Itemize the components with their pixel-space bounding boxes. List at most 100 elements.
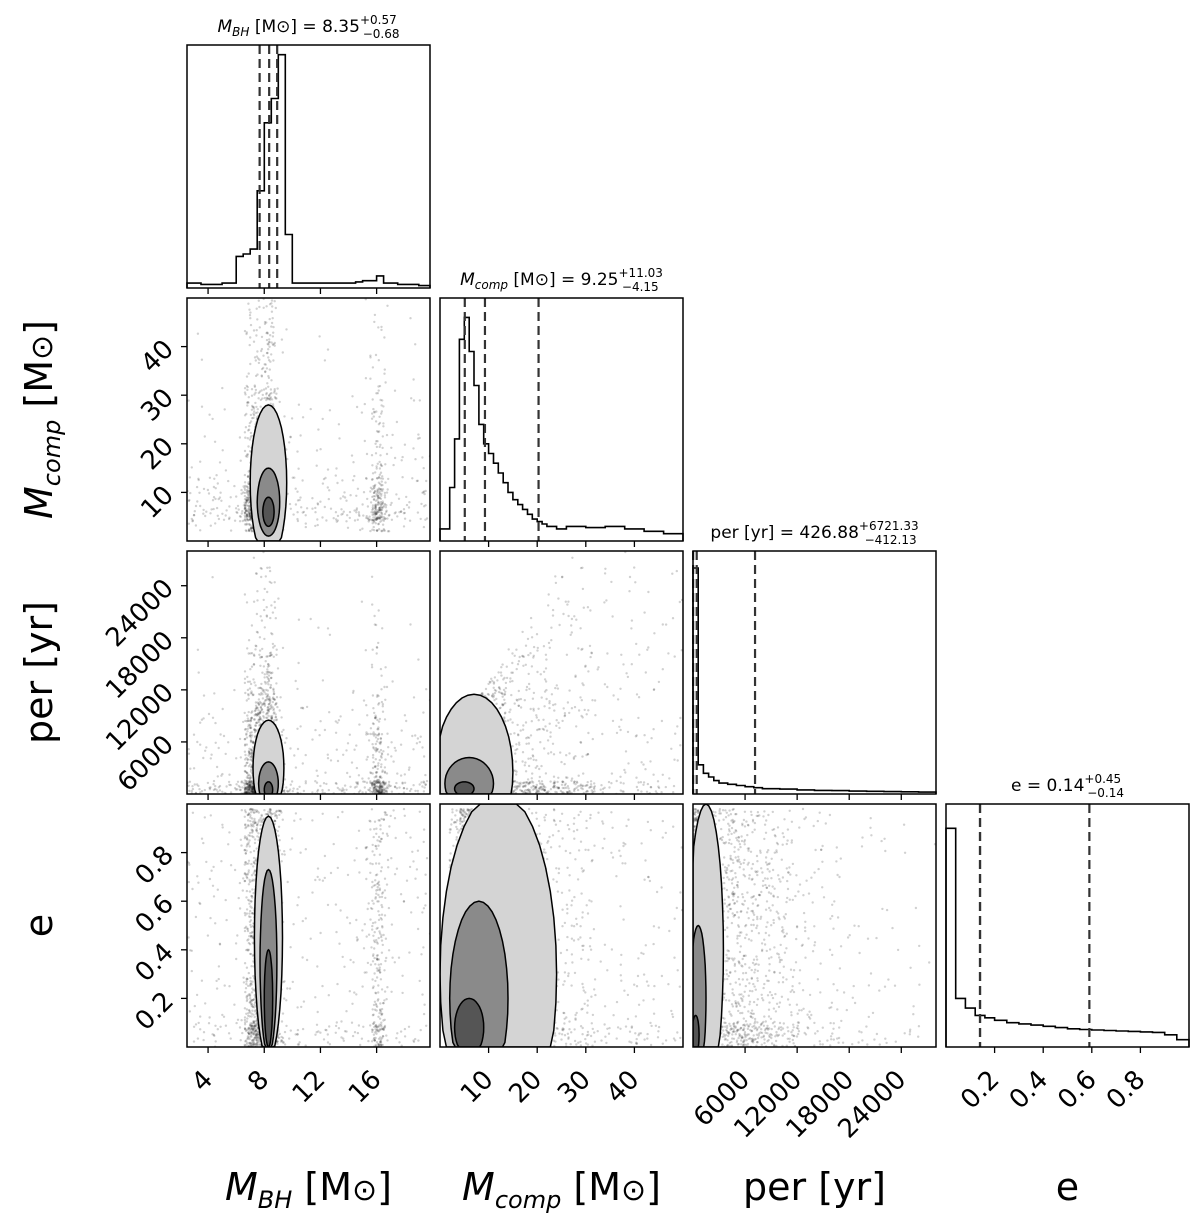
scatter-point bbox=[377, 732, 381, 735]
scatter-point bbox=[245, 699, 248, 702]
scatter-point bbox=[208, 788, 212, 791]
scatter-point bbox=[378, 785, 382, 788]
scatter-point bbox=[380, 733, 384, 736]
scatter-point bbox=[257, 702, 260, 705]
scatter-point bbox=[324, 476, 327, 480]
scatter-point bbox=[425, 779, 429, 783]
scatter-point bbox=[249, 526, 253, 529]
scatter-point bbox=[379, 791, 382, 794]
scatter-point bbox=[216, 775, 219, 778]
scatter-point bbox=[377, 762, 380, 765]
scatter-point bbox=[580, 699, 583, 702]
scatter-point bbox=[339, 497, 342, 500]
scatter-point bbox=[371, 694, 375, 697]
scatter-point bbox=[358, 723, 361, 726]
scatter-point bbox=[371, 732, 374, 736]
scatter-point bbox=[246, 788, 249, 792]
scatter-point bbox=[552, 753, 556, 756]
scatter-point bbox=[425, 517, 429, 520]
scatter-point bbox=[245, 522, 248, 525]
scatter-point bbox=[375, 430, 379, 433]
scatter-point bbox=[377, 501, 381, 504]
scatter-point bbox=[376, 515, 379, 518]
scatter-point bbox=[537, 719, 540, 722]
scatter-point bbox=[247, 494, 251, 497]
scatter-point bbox=[371, 603, 374, 606]
scatter-point bbox=[243, 494, 247, 498]
scatter-point bbox=[244, 529, 247, 532]
scatter-point bbox=[390, 446, 393, 449]
scatter-point bbox=[247, 710, 250, 714]
scatter-point bbox=[247, 528, 251, 531]
scatter-point bbox=[402, 791, 406, 794]
scatter-point bbox=[574, 755, 577, 758]
scatter-point bbox=[263, 673, 266, 676]
scatter-point bbox=[193, 510, 196, 513]
scatter-point bbox=[559, 751, 562, 754]
scatter-point bbox=[272, 325, 275, 329]
scatter-point bbox=[372, 512, 375, 516]
scatter-point bbox=[345, 499, 348, 502]
scatter-point bbox=[269, 683, 273, 687]
scatter-point bbox=[608, 786, 611, 789]
scatter-point bbox=[329, 759, 333, 762]
scatter-point bbox=[192, 733, 196, 736]
scatter-point bbox=[379, 509, 382, 512]
scatter-point bbox=[270, 353, 273, 356]
scatter-point bbox=[227, 517, 231, 521]
scatter-point bbox=[383, 790, 387, 793]
scatter-point bbox=[262, 354, 265, 357]
scatter-point bbox=[321, 791, 324, 794]
scatter-point bbox=[243, 501, 246, 504]
scatter-point bbox=[248, 785, 252, 789]
scatter-point bbox=[509, 732, 512, 736]
scatter-point bbox=[263, 363, 266, 366]
scatter-point bbox=[372, 787, 375, 790]
scatter-point bbox=[379, 501, 383, 504]
scatter-point bbox=[370, 783, 374, 786]
scatter-point bbox=[260, 702, 263, 705]
scatter-point bbox=[544, 772, 548, 775]
scatter-point bbox=[538, 787, 541, 790]
scatter-point bbox=[314, 506, 317, 510]
scatter-point bbox=[380, 785, 384, 789]
scatter-point bbox=[242, 485, 245, 488]
scatter-point bbox=[247, 780, 251, 783]
scatter-point bbox=[244, 770, 247, 773]
scatter-point bbox=[248, 735, 251, 738]
scatter-point bbox=[262, 702, 266, 705]
scatter-point bbox=[370, 511, 373, 514]
scatter-point bbox=[563, 714, 566, 718]
scatter-point bbox=[265, 696, 268, 699]
scatter-point bbox=[238, 737, 242, 741]
scatter-point bbox=[343, 491, 346, 494]
scatter-point bbox=[552, 703, 555, 707]
scatter-point bbox=[267, 663, 270, 666]
scatter-point bbox=[408, 789, 412, 793]
scatter-point bbox=[247, 492, 251, 495]
scatter-point bbox=[243, 449, 247, 453]
scatter-point bbox=[549, 780, 552, 783]
scatter-point bbox=[252, 791, 255, 794]
scatter-point bbox=[243, 744, 247, 747]
scatter-point bbox=[383, 336, 386, 339]
scatter-point bbox=[393, 512, 396, 515]
scatter-point bbox=[269, 402, 272, 405]
scatter-point bbox=[380, 790, 383, 793]
scatter-point bbox=[243, 728, 247, 731]
scatter-point bbox=[263, 690, 266, 694]
scatter-point bbox=[353, 748, 356, 751]
scatter-point bbox=[341, 789, 344, 793]
scatter-point bbox=[657, 786, 661, 790]
scatter-point bbox=[371, 508, 374, 512]
scatter-point bbox=[579, 784, 582, 787]
scatter-point bbox=[267, 348, 270, 351]
scatter-point bbox=[270, 676, 273, 680]
scatter-point bbox=[370, 575, 374, 578]
scatter-point bbox=[289, 783, 292, 786]
scatter-point bbox=[285, 737, 288, 740]
scatter-point bbox=[199, 721, 202, 724]
scatter-point bbox=[202, 508, 205, 512]
scatter-point bbox=[221, 707, 224, 711]
scatter-point bbox=[369, 771, 372, 774]
